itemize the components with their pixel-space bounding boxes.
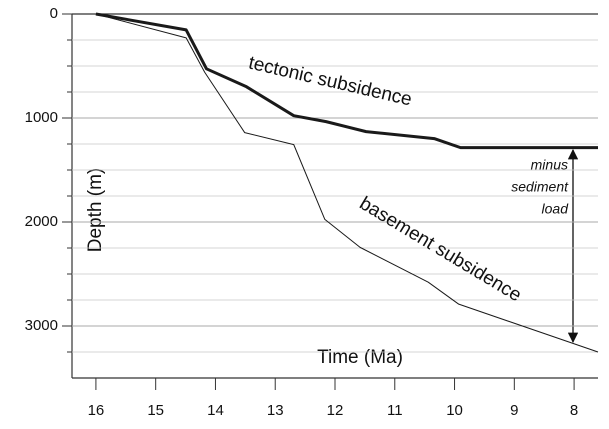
legend-label: basement subsidence — [356, 193, 525, 306]
x-tick-label: 14 — [207, 402, 224, 419]
annotation: sediment — [511, 179, 569, 195]
y-tick-label: 2000 — [25, 213, 58, 230]
series-line — [95, 12, 598, 150]
annotation: minus — [531, 157, 568, 173]
x-tick-label: 8 — [570, 402, 578, 419]
x-tick-label: 15 — [147, 402, 164, 419]
y-tick-label: 0 — [50, 5, 58, 22]
x-tick-label: 12 — [327, 402, 344, 419]
x-tick-label: 13 — [267, 402, 284, 419]
y-axis-label: Depth (m) — [85, 168, 106, 252]
y-tick-label: 3000 — [25, 317, 58, 334]
x-tick-label: 10 — [446, 402, 463, 419]
y-tick-label: 1000 — [25, 109, 58, 126]
x-tick-label: 16 — [88, 402, 105, 419]
annotation: load — [542, 201, 570, 217]
x-tick-label: 9 — [510, 402, 518, 419]
series-line — [95, 13, 599, 353]
x-axis-label: Time (Ma) — [317, 347, 403, 368]
x-tick-label: 11 — [387, 402, 403, 419]
